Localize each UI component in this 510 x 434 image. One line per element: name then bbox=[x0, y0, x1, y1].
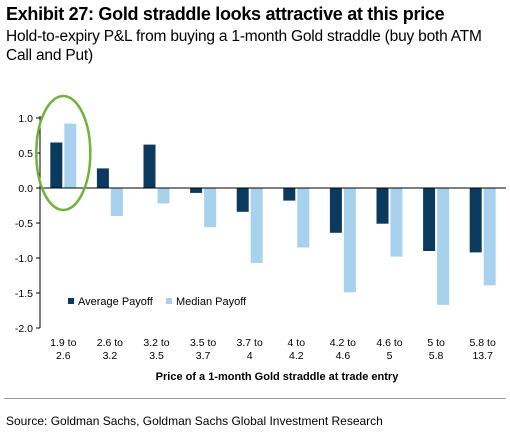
average-payoff-bar bbox=[329, 188, 342, 233]
median-payoff-bar bbox=[343, 188, 356, 293]
x-tick-label: 3.2 to bbox=[143, 337, 169, 349]
highlight-annotation bbox=[35, 94, 92, 212]
x-tick-label: 2.6 to bbox=[97, 337, 123, 349]
median-payoff-bar bbox=[297, 188, 310, 248]
median-payoff-bar bbox=[157, 188, 170, 204]
median-payoff-bar bbox=[437, 188, 450, 305]
average-payoff-bar bbox=[423, 188, 436, 251]
y-axis: 1.0 0.5 0.0 -0.5 -1.0 -1.5 -2.0 bbox=[15, 113, 41, 335]
x-tick-label: 4.6 bbox=[336, 350, 351, 362]
x-tick-label: 3.7 to bbox=[237, 337, 263, 349]
x-tick-label: 3.5 to bbox=[190, 337, 216, 349]
x-tick-label: 4 to bbox=[288, 337, 306, 349]
average-payoff-bar bbox=[143, 144, 156, 188]
x-tick-label: 3.7 bbox=[196, 350, 211, 362]
bar-chart: 1.0 0.5 0.0 -0.5 -1.0 -1.5 -2.0 1.9 to2.6 2.6 t… bbox=[15, 94, 506, 383]
legend: Average Payoff Median Payoff bbox=[68, 296, 247, 308]
median-payoff-bar bbox=[110, 188, 123, 216]
average-payoff-bar bbox=[376, 188, 389, 224]
source-note: Source: Goldman Sachs, Goldman Sachs Glo… bbox=[6, 414, 383, 428]
chart-subtitle: Hold-to-expiry P&L from buying a 1-month… bbox=[6, 28, 482, 64]
y-tick-label: -1.5 bbox=[15, 288, 33, 300]
x-tick-label: 2.6 bbox=[56, 350, 71, 362]
median-payoff-bar bbox=[64, 123, 77, 188]
x-axis-label: Price of a 1-month Gold straddle at trad… bbox=[156, 371, 400, 383]
chart-title: Exhibit 27: Gold straddle looks attracti… bbox=[6, 4, 445, 24]
x-tick-label: 5.8 bbox=[429, 350, 444, 362]
x-tick-label: 5 to bbox=[427, 337, 445, 349]
x-tick-label: 4.2 bbox=[289, 350, 304, 362]
legend-median-label: Median Payoff bbox=[176, 296, 247, 308]
footer-divider bbox=[4, 398, 506, 399]
bars bbox=[50, 123, 496, 305]
x-tick-label: 4.2 to bbox=[330, 337, 356, 349]
average-payoff-bar bbox=[283, 188, 296, 201]
x-tick-label: 4 bbox=[247, 350, 253, 362]
x-tick-label: 13.7 bbox=[472, 350, 493, 362]
x-tick-label: 3.2 bbox=[103, 350, 118, 362]
y-tick-label: 0.5 bbox=[18, 148, 33, 160]
y-tick-label: 1.0 bbox=[18, 113, 33, 125]
x-tick-label: 4.6 to bbox=[376, 337, 402, 349]
average-payoff-bar bbox=[469, 188, 482, 253]
average-payoff-bar bbox=[236, 188, 249, 212]
average-payoff-bar bbox=[96, 168, 109, 188]
highlight-circle bbox=[35, 94, 92, 212]
legend-average-swatch bbox=[68, 298, 74, 304]
legend-median-swatch bbox=[166, 298, 172, 304]
median-payoff-bar bbox=[250, 188, 263, 263]
x-tick-label: 3.5 bbox=[149, 350, 164, 362]
y-tick-label: -0.5 bbox=[15, 218, 33, 230]
x-axis-tick-labels: 1.9 to2.6 2.6 to3.2 3.2 to3.5 3.5 to3.7 3.7 … bbox=[50, 337, 496, 362]
average-payoff-bar bbox=[50, 142, 63, 188]
average-payoff-bar bbox=[190, 188, 203, 193]
median-payoff-bar bbox=[204, 188, 217, 228]
x-tick-label: 5 bbox=[387, 350, 393, 362]
median-payoff-bar bbox=[390, 188, 403, 257]
x-tick-label: 5.8 to bbox=[470, 337, 496, 349]
median-payoff-bar bbox=[483, 188, 496, 286]
y-tick-label: 0.0 bbox=[18, 183, 33, 195]
x-tick-label: 1.9 to bbox=[50, 337, 76, 349]
y-tick-label: -1.0 bbox=[15, 253, 33, 265]
y-tick-label: -2.0 bbox=[15, 323, 33, 335]
legend-average-label: Average Payoff bbox=[78, 296, 154, 308]
